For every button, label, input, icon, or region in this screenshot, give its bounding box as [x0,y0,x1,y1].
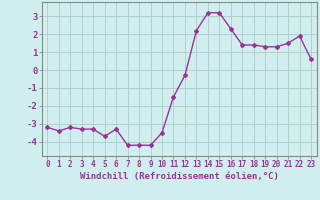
X-axis label: Windchill (Refroidissement éolien,°C): Windchill (Refroidissement éolien,°C) [80,172,279,181]
